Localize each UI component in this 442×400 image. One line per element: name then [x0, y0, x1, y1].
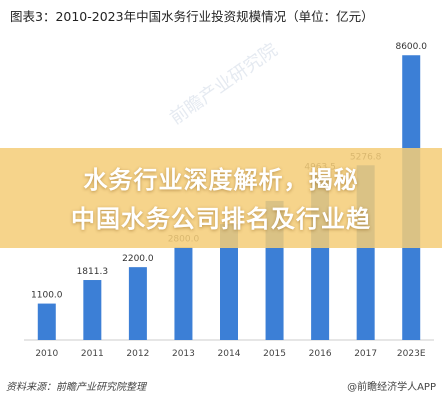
- x-tick-label-2012: 2012: [126, 349, 149, 359]
- banner-headline-line-2: 中国水务公司排名及行业趋: [71, 205, 371, 233]
- x-tick-label-2013: 2013: [172, 349, 195, 359]
- bar-2014: [220, 224, 238, 340]
- data-label-2010: 1100.0: [31, 291, 63, 301]
- x-tick-label-2017: 2017: [354, 349, 377, 359]
- x-tick-label-2015: 2015: [263, 349, 286, 359]
- banner-headline-line-1: 水务行业深度解析，揭秘: [83, 166, 359, 194]
- x-tick-label-2016: 2016: [309, 349, 332, 359]
- bar-2012: [128, 267, 147, 340]
- overlay-banner: [0, 148, 442, 248]
- x-tick-label-2014: 2014: [218, 349, 241, 359]
- credit-label: @前瞻经济学人APP: [347, 382, 436, 393]
- x-tick-label-2023E: 2023E: [397, 349, 426, 359]
- data-label-2012: 2200.0: [122, 254, 154, 264]
- source-note: 资料来源：前瞻产业研究院整理: [6, 382, 146, 393]
- data-label-2023E: 8600.0: [395, 42, 427, 52]
- data-label-2011: 1811.3: [77, 267, 109, 277]
- x-tick-label-2011: 2011: [81, 349, 104, 359]
- x-tick-label-2010: 2010: [35, 349, 58, 359]
- bar-2010: [37, 303, 56, 340]
- bar-2011: [83, 280, 102, 340]
- chart-title: 图表3：2010-2023年中国水务行业投资规模情况（单位：亿元）: [10, 9, 374, 24]
- bar-2013: [174, 247, 193, 340]
